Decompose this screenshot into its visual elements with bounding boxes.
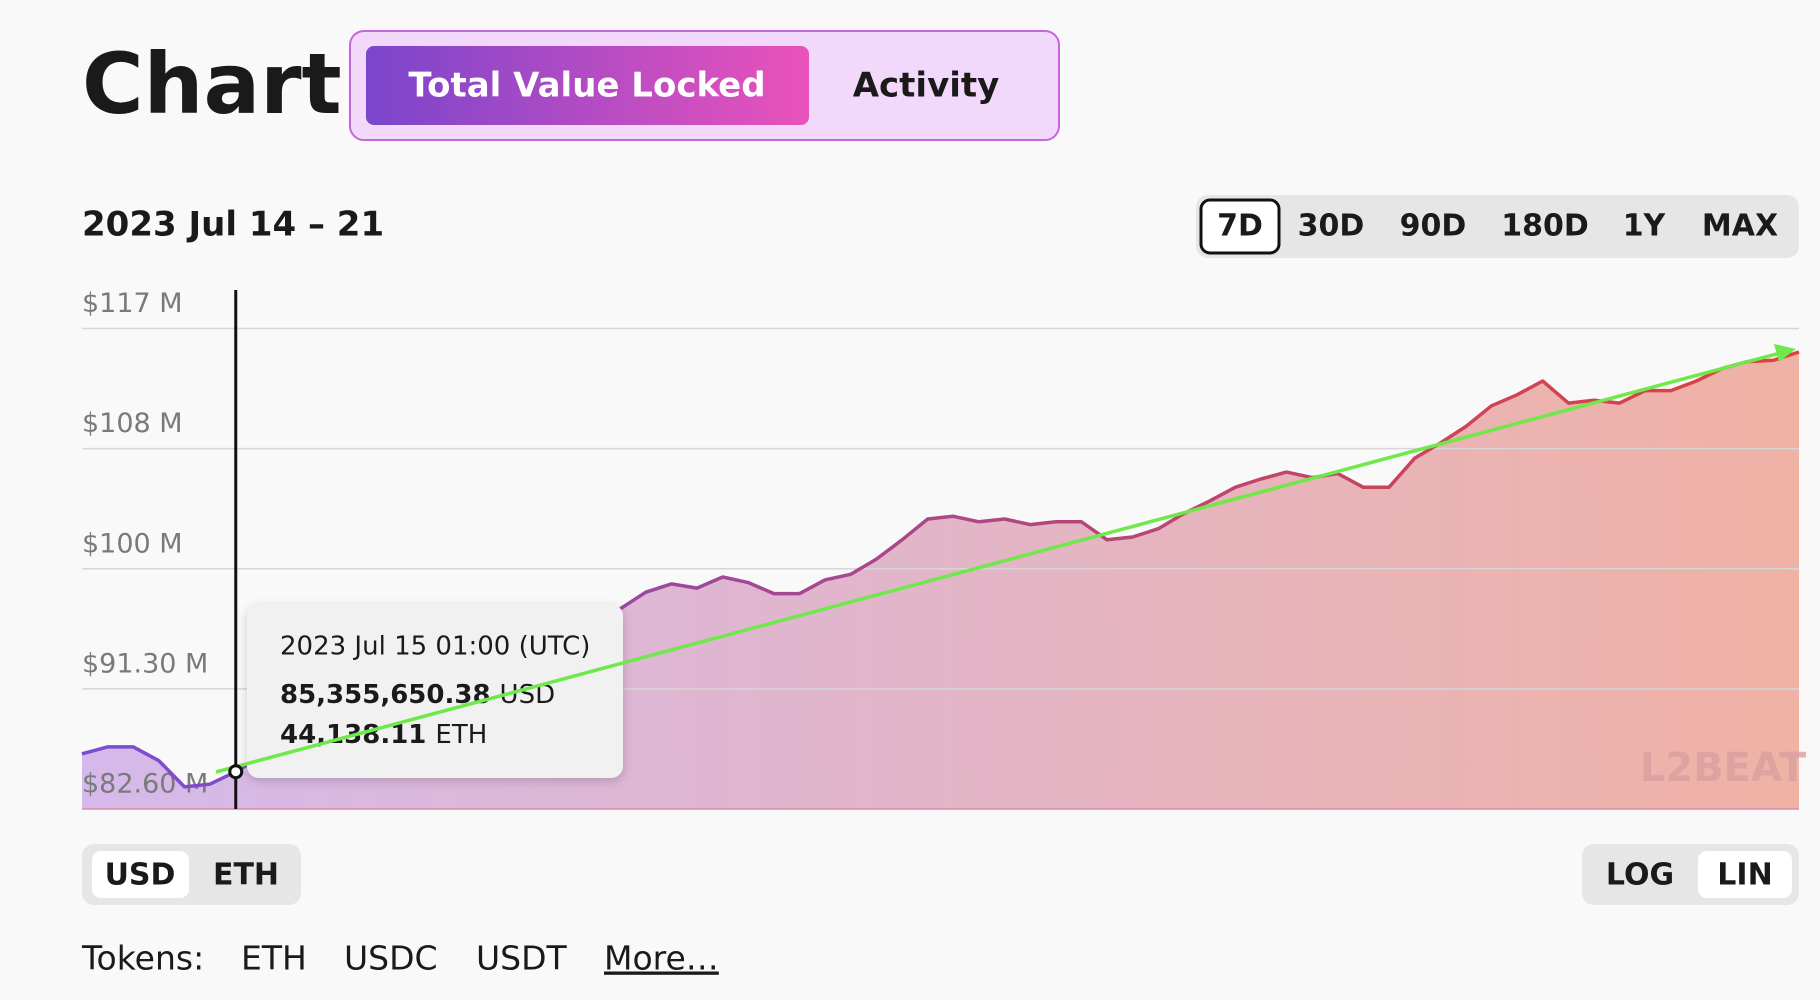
y-tick-label: $91.30 M [82, 648, 208, 679]
token[interactable]: USDC [344, 939, 438, 978]
toggle-option[interactable]: USD [105, 858, 176, 893]
date-range: 2023 Jul 14 – 21 [82, 205, 384, 245]
range-button[interactable]: 7D [1217, 209, 1263, 244]
token[interactable]: USDT [476, 939, 568, 978]
tab-label[interactable]: Total Value Locked [408, 66, 765, 106]
trend-arrow [215, 351, 1781, 774]
range-active[interactable] [1199, 198, 1281, 255]
trend-arrow-head [1774, 344, 1796, 362]
tokens-label: Tokens: [81, 939, 204, 978]
watermark: L2BEAT [1640, 745, 1807, 791]
range-button[interactable]: 180D [1501, 209, 1589, 244]
toggle-option[interactable]: LIN [1717, 858, 1772, 893]
tooltip-usd: 85,355,650.38 USD [280, 680, 555, 710]
range-button[interactable]: MAX [1702, 209, 1778, 244]
range-button[interactable]: 1Y [1623, 209, 1667, 244]
tab-active[interactable] [366, 46, 809, 125]
tooltip-usd-value: 85,355,650.38 [280, 680, 491, 710]
range-group [1196, 195, 1799, 258]
token-more[interactable]: More… [604, 939, 719, 978]
tooltip-eth-unit: ETH [435, 720, 487, 750]
toggle-active[interactable] [1698, 851, 1792, 898]
page-title: Chart [82, 35, 342, 133]
hover-point [228, 764, 244, 780]
range-button[interactable]: 30D [1298, 209, 1365, 244]
token[interactable]: ETH [241, 939, 307, 978]
y-tick-label: $100 M [82, 528, 183, 559]
y-tick-label: $108 M [82, 408, 183, 439]
tooltip-date: 2023 Jul 15 01:00 (UTC) [280, 632, 590, 662]
tooltip-eth: 44,138.11ETH [280, 720, 487, 750]
tooltip [247, 604, 623, 778]
toggle-option[interactable]: LOG [1606, 858, 1674, 893]
toggle-option[interactable]: ETH [213, 858, 279, 893]
y-tick-label: $117 M [82, 288, 183, 319]
y-tick-label: $82.60 M [82, 769, 208, 800]
range-button[interactable]: 90D [1400, 209, 1467, 244]
tab-label[interactable]: Activity [853, 66, 1000, 106]
toggle-active[interactable] [92, 851, 189, 898]
